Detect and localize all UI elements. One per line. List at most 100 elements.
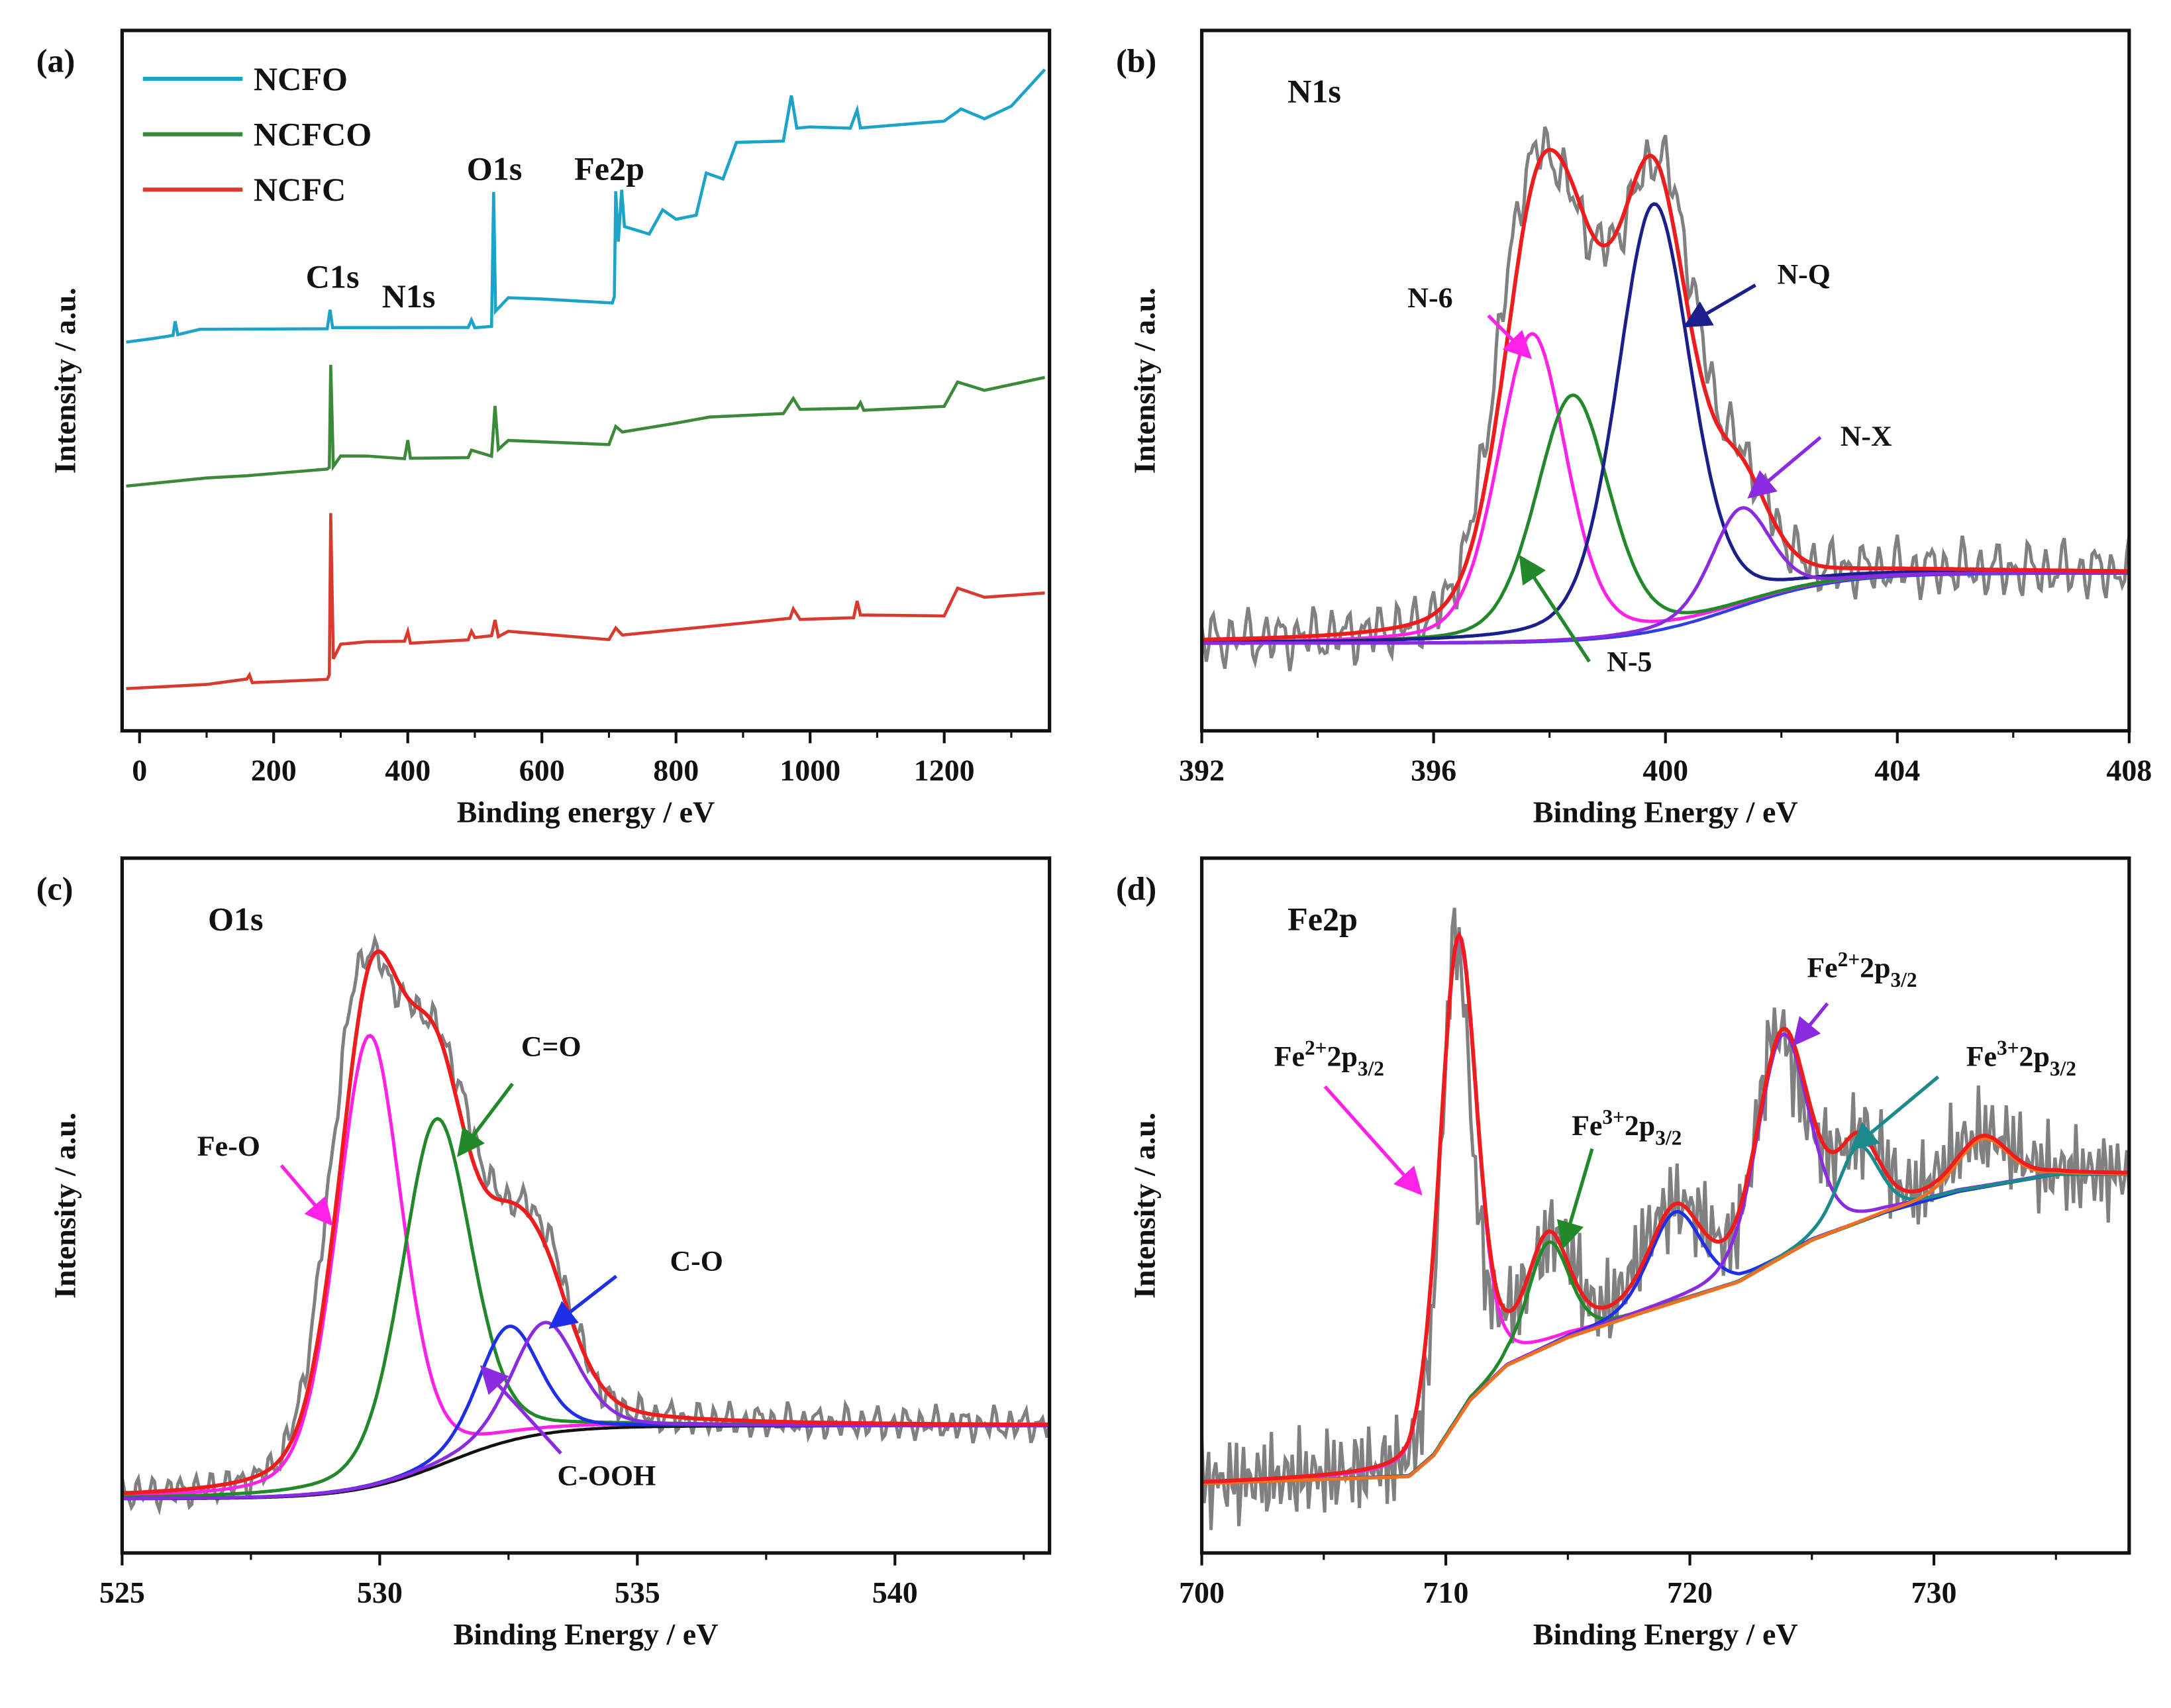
peak-label: Fe2+2p3/2 xyxy=(1807,948,1917,991)
x-tick-label: 530 xyxy=(357,1576,403,1609)
axes-frame xyxy=(1199,856,2131,1555)
peak-annotation: N1s xyxy=(382,277,436,315)
envelope-fit-line xyxy=(1201,148,2129,642)
peak-annotation: Fe2p xyxy=(574,150,644,187)
fitted-peak-1 xyxy=(1201,393,2129,644)
series-line-ncfo xyxy=(126,68,1046,344)
x-axis-title: Binding Energy / eV xyxy=(1533,1617,1798,1651)
plot-area xyxy=(122,933,1050,1516)
peak-label-el: Fe xyxy=(1572,1110,1602,1142)
peak-label-mid: 2p xyxy=(2019,1040,2050,1072)
panel-d: 700 710 720 730 Binding Energy / eV Intensity… xyxy=(1116,856,2131,1651)
x-tick-label: 400 xyxy=(385,754,430,787)
annotation-arrow xyxy=(480,1365,562,1455)
peak-label: C-O xyxy=(670,1246,723,1278)
peak-label-mid: 2p xyxy=(1327,1040,1358,1072)
x-tick-label: 535 xyxy=(615,1576,660,1609)
series-line-ncfco xyxy=(126,364,1046,488)
fitted-peak-3 xyxy=(1201,506,2129,645)
panel-b: 392 396 400 404 408 Binding Energy / eV Intens… xyxy=(1116,28,2152,829)
annotation-arrow xyxy=(1519,554,1591,663)
fitted-peak-0 xyxy=(1201,332,2129,644)
fitted-peak-3 xyxy=(1201,1032,2129,1485)
annotation-arrow xyxy=(1747,436,1822,499)
peak-label-sub: 3/2 xyxy=(1891,968,1917,991)
peak-label-sub: 3/2 xyxy=(1655,1126,1682,1149)
y-axis-title: Intensity / a.u. xyxy=(1127,1113,1161,1299)
peak-label-sup: 2+ xyxy=(1838,948,1860,971)
peak-label: Fe-O xyxy=(197,1130,260,1162)
peak-label: N-6 xyxy=(1407,282,1452,314)
fitted-peak-2 xyxy=(1201,1172,2129,1485)
peak-label: N-5 xyxy=(1607,646,1652,678)
annotation-arrow xyxy=(1323,1085,1423,1196)
x-tick-label: 1000 xyxy=(780,754,840,787)
axes-frame xyxy=(120,856,1052,1555)
panel-title: O1s xyxy=(208,900,264,937)
annotation-arrow xyxy=(1792,1002,1829,1046)
x-tick-label: 710 xyxy=(1423,1576,1469,1609)
annotation-arrow xyxy=(457,1082,514,1158)
peak-annotation: C1s xyxy=(306,258,360,295)
peak-label-el: Fe xyxy=(1807,952,1837,984)
annotation-arrow xyxy=(1849,1075,1940,1151)
legend-label: NCFO xyxy=(254,60,348,97)
panel-label: (b) xyxy=(1116,42,1156,79)
x-tick-label: 525 xyxy=(99,1576,145,1609)
peak-label-sup: 2+ xyxy=(1305,1036,1327,1060)
panel-a: 0 200 400 600 800 1000 1200 Binding energy / eV… xyxy=(36,28,1052,829)
annotation-arrow xyxy=(279,1164,333,1227)
peak-label: C-OOH xyxy=(558,1460,656,1492)
x-tick-label: 540 xyxy=(872,1576,918,1609)
x-tick-label: 700 xyxy=(1179,1576,1225,1609)
x-axis-title: Binding energy / eV xyxy=(457,795,715,829)
axes-frame xyxy=(1199,28,2131,733)
annotation-arrow xyxy=(548,1274,618,1329)
peak-label: N-X xyxy=(1841,421,1892,452)
peak-label-el: Fe xyxy=(1966,1040,1997,1072)
series-line-ncfc xyxy=(126,513,1045,691)
legend-label: NCFCO xyxy=(254,115,372,152)
panel-title: Fe2p xyxy=(1287,900,1358,937)
peak-label: N-Q xyxy=(1777,258,1830,290)
panel-c: 525 530 535 540 Binding Energy / eV Intensity… xyxy=(36,856,1052,1651)
peak-label: Fe2+2p3/2 xyxy=(1274,1036,1384,1080)
plot-area xyxy=(1201,126,2129,672)
x-tick-label: 200 xyxy=(251,754,297,787)
peak-annotation: O1s xyxy=(467,150,523,187)
fitted-peak-1 xyxy=(122,1117,1050,1499)
x-tick-label: 392 xyxy=(1179,754,1225,787)
envelope-fit-line xyxy=(1201,930,2129,1484)
fitted-peak-5 xyxy=(1201,1136,2129,1485)
x-tick-label: 408 xyxy=(2106,754,2152,787)
plot-area xyxy=(126,68,1046,691)
peak-label-mid: 2p xyxy=(1860,952,1890,984)
x-tick-label: 800 xyxy=(653,754,699,787)
x-tick-label: 720 xyxy=(1667,1576,1713,1609)
x-tick-label: 730 xyxy=(1911,1576,1957,1609)
panel-title: N1s xyxy=(1287,73,1341,110)
peak-label-sub: 3/2 xyxy=(2050,1057,2076,1080)
axes-frame xyxy=(120,28,1052,733)
annotation-arrow xyxy=(1556,1148,1594,1250)
x-axis-title: Binding Energy / eV xyxy=(454,1617,719,1651)
y-axis-title: Intensity / a.u. xyxy=(48,287,81,474)
envelope-fit-line xyxy=(122,949,1050,1495)
x-axis-title: Binding Energy / eV xyxy=(1533,795,1798,829)
x-tick-label: 0 xyxy=(132,754,147,787)
x-tick-label: 400 xyxy=(1642,754,1688,787)
peak-label-sup: 3+ xyxy=(1997,1036,2019,1060)
legend-label: NCFC xyxy=(254,171,346,208)
x-tick-label: 396 xyxy=(1411,754,1456,787)
peak-label: Fe3+2p3/2 xyxy=(1966,1036,2076,1080)
panel-label: (d) xyxy=(1116,870,1156,907)
peak-label: Fe3+2p3/2 xyxy=(1572,1105,1682,1149)
panel-label: (c) xyxy=(36,870,74,907)
x-tick-label: 600 xyxy=(519,754,565,787)
peak-label: C=O xyxy=(521,1031,581,1063)
peak-label-mid: 2p xyxy=(1625,1110,1655,1142)
x-tick-label: 404 xyxy=(1874,754,1920,787)
annotation-arrow xyxy=(1683,283,1756,328)
raw-spectrum-line xyxy=(1201,126,2129,672)
